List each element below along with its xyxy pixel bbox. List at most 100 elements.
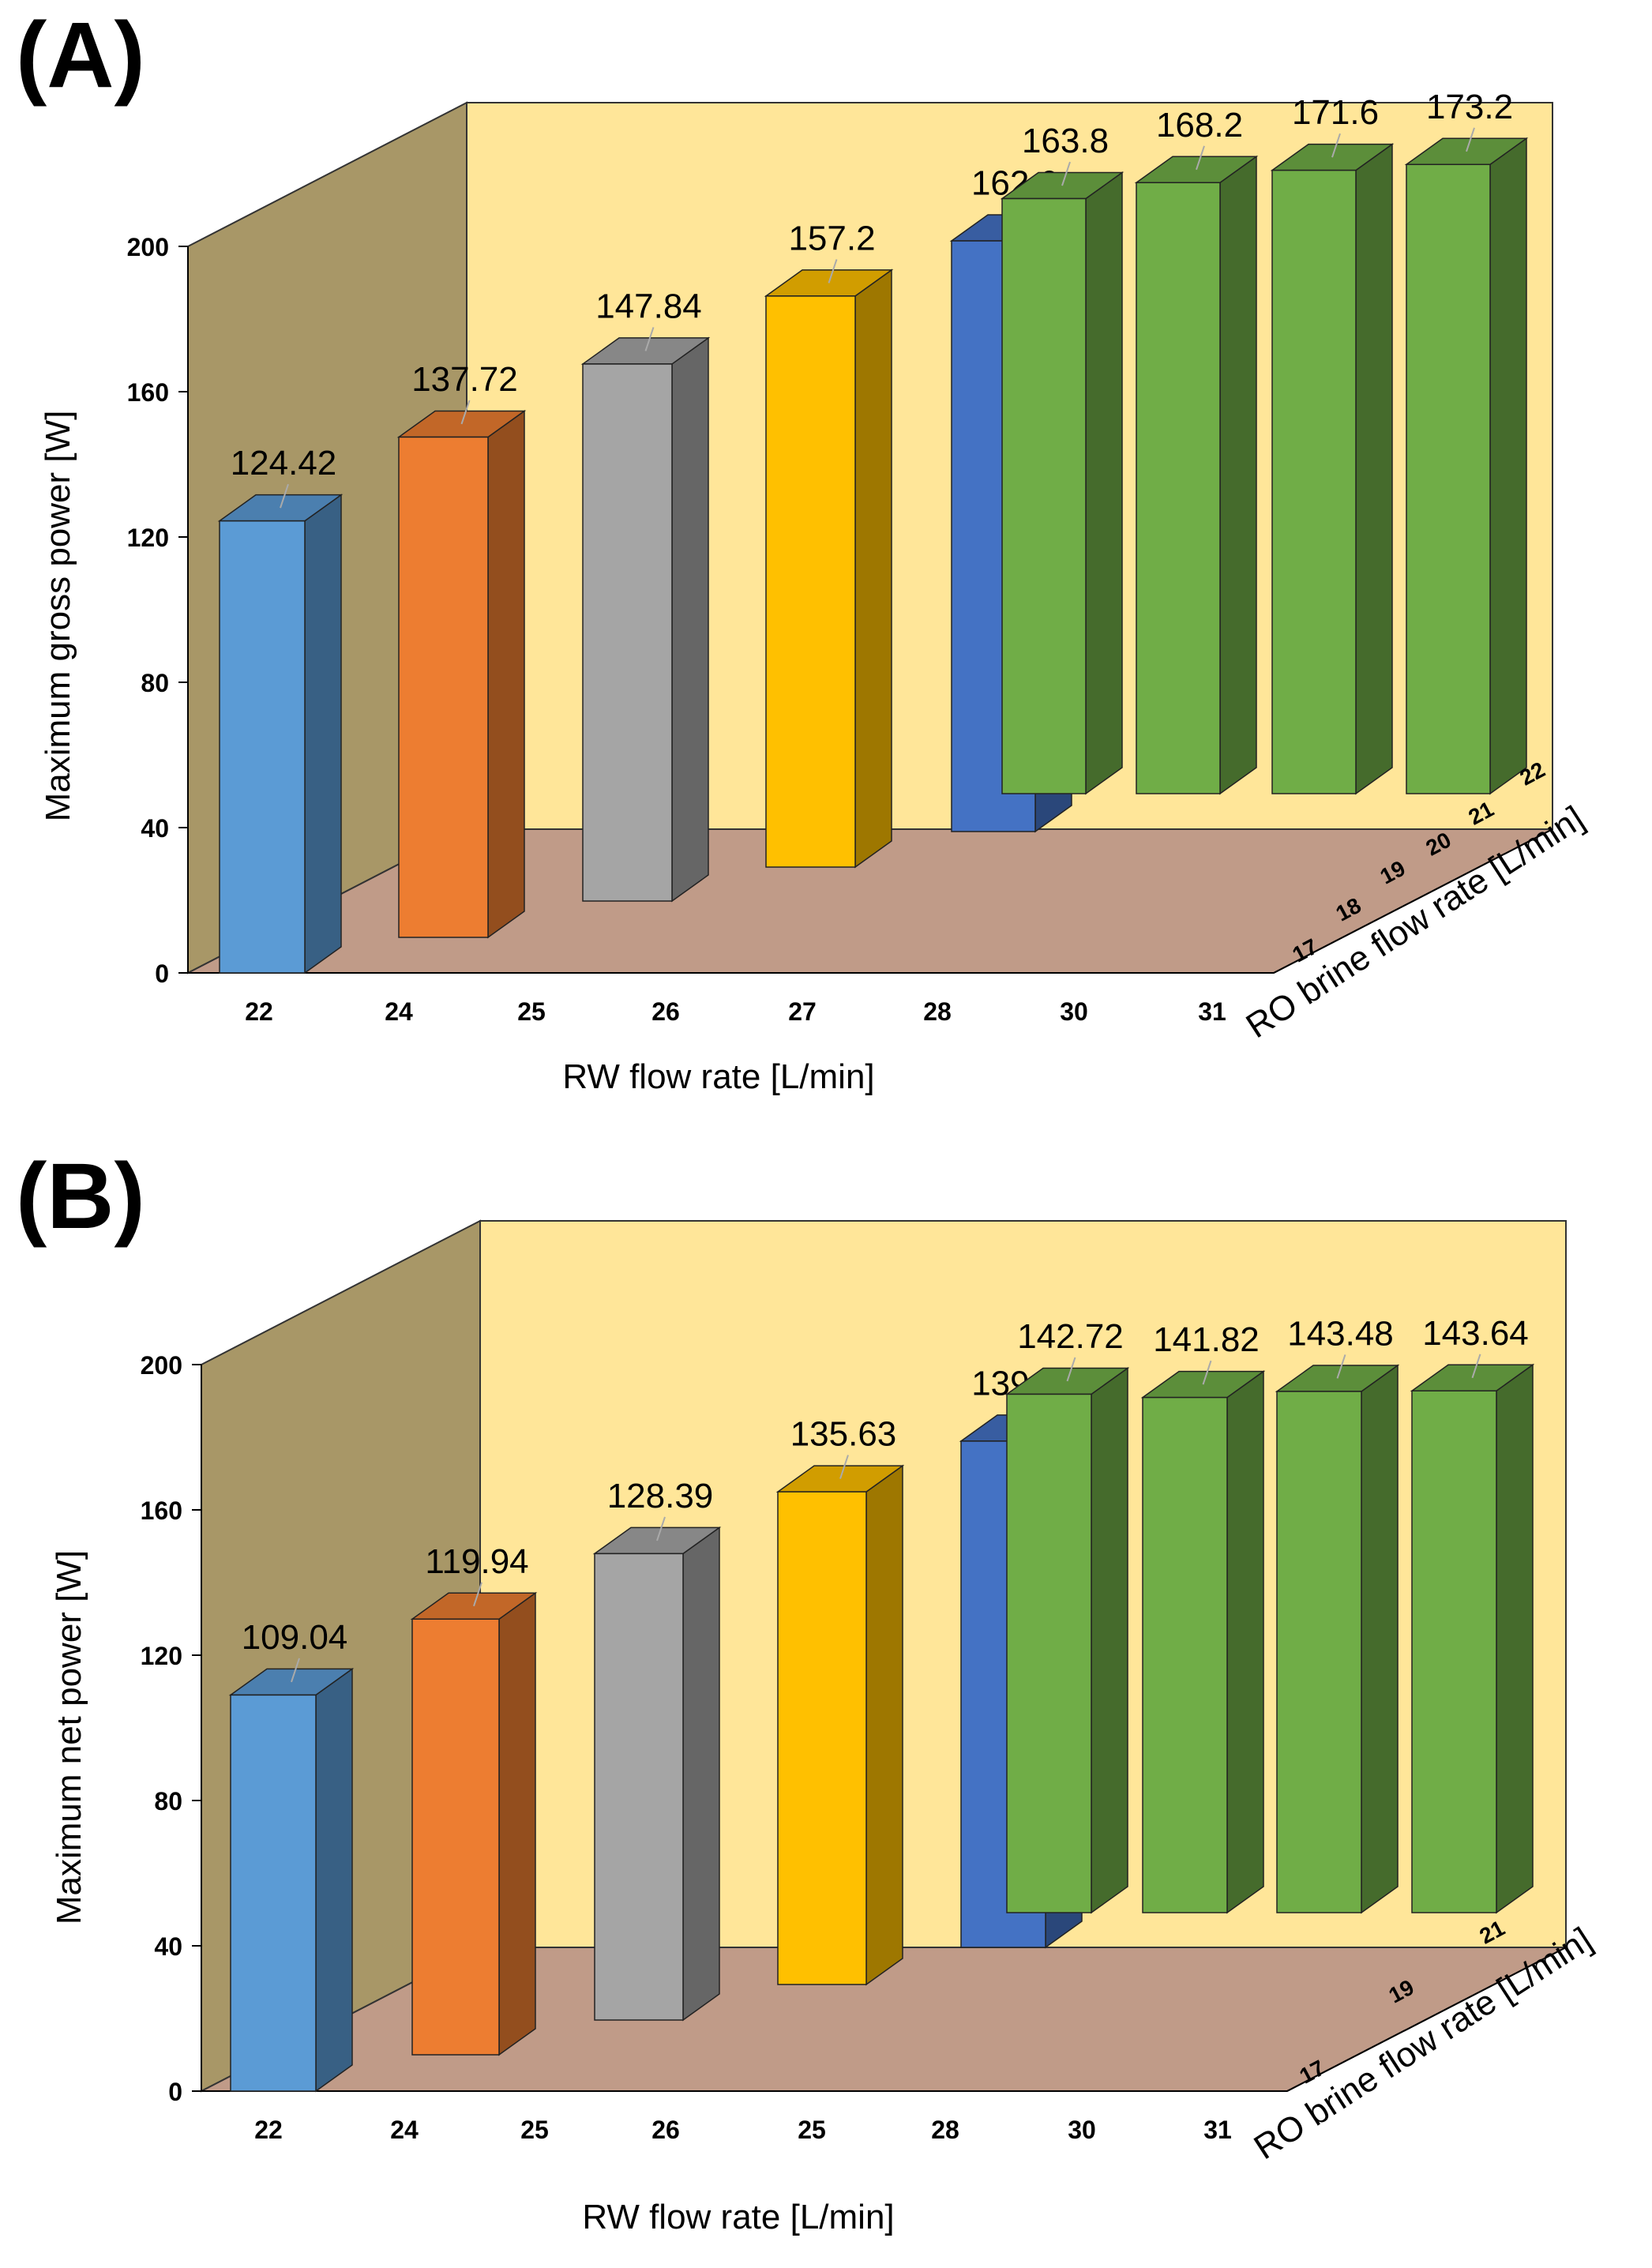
data-label: 142.72 <box>1017 1317 1124 1356</box>
data-label: 171.6 <box>1292 93 1379 132</box>
bar-side <box>1361 1364 1399 1914</box>
panel-a: 0 40 80 120 160 200 22 24 25 26 27 28 30 31 124.42 137.… <box>16 3 1591 1096</box>
panel-label: (B) <box>16 1144 145 1249</box>
bar: 173.2 <box>1404 88 1529 795</box>
bar-side <box>854 268 892 869</box>
data-label: 163.8 <box>1022 122 1109 160</box>
bar-front <box>582 363 673 902</box>
data-label: 168.2 <box>1156 106 1243 145</box>
bar-side <box>865 1464 903 1986</box>
y-tick-label: 80 <box>141 669 169 697</box>
x-tick-label: 26 <box>651 2116 680 2144</box>
bar: 109.04 <box>228 1618 355 2093</box>
bar-front <box>777 1491 867 1985</box>
bar: 147.84 <box>580 287 711 903</box>
bar: 141.82 <box>1140 1320 1266 1914</box>
y-tick-label: 120 <box>127 524 169 552</box>
y-tick-label: 40 <box>141 814 169 843</box>
data-label: 147.84 <box>595 287 702 325</box>
y-tick-label: 200 <box>127 233 169 261</box>
y-tick-label: 40 <box>154 1932 182 1961</box>
bar-front <box>219 520 306 974</box>
bar: 119.94 <box>410 1542 538 2056</box>
bar: 171.6 <box>1270 93 1395 795</box>
data-label: 173.2 <box>1426 88 1513 126</box>
bar: 124.42 <box>217 444 344 974</box>
bar-side <box>498 1591 536 2056</box>
bar-front <box>1001 197 1087 794</box>
bar-front <box>1006 1393 1092 1913</box>
data-label-leader <box>1336 1354 1346 1379</box>
data-label-leader <box>1196 145 1205 171</box>
y-tick-label: 0 <box>168 2078 182 2106</box>
x-tick-label: 26 <box>651 997 680 1026</box>
y-tick-label: 200 <box>141 1351 182 1380</box>
bar-side <box>1489 137 1527 795</box>
data-label-leader <box>1061 161 1071 186</box>
bar-front <box>230 1694 317 2092</box>
bar: 137.72 <box>396 360 527 939</box>
bar: 157.2 <box>764 219 894 869</box>
x-tick-label: 30 <box>1068 2116 1096 2144</box>
bar-side <box>1355 143 1393 795</box>
bar: 143.48 <box>1275 1314 1400 1914</box>
bar-front <box>398 436 489 938</box>
data-label: 141.82 <box>1153 1320 1260 1359</box>
bar: 135.63 <box>775 1415 905 1986</box>
bar-side <box>1496 1363 1534 1914</box>
bar-front <box>1276 1391 1362 1913</box>
x-tick-label: 22 <box>245 997 273 1026</box>
data-label-leader <box>460 400 471 425</box>
bar-side <box>1219 155 1257 795</box>
z-axis <box>1286 1947 1567 2092</box>
y-tick-label: 80 <box>154 1787 182 1816</box>
x-tick-label: 24 <box>390 2116 419 2144</box>
y-axis-label: Maximum net power [W] <box>50 1550 88 1924</box>
x-tick-label: 31 <box>1198 997 1226 1026</box>
x-tick-label: 30 <box>1060 997 1088 1026</box>
bar: 168.2 <box>1134 106 1259 795</box>
bar-front <box>1271 169 1357 794</box>
data-label: 124.42 <box>231 444 337 483</box>
x-axis-label: RW flow rate [L/min] <box>582 2198 894 2236</box>
y-tick-label: 160 <box>127 378 169 407</box>
x-tick-label: 22 <box>254 2116 283 2144</box>
bar-side <box>682 1526 720 2022</box>
z-axis <box>1273 828 1553 974</box>
x-tick-label: 25 <box>520 2116 549 2144</box>
bar-side <box>1085 171 1123 795</box>
y-axis-label: Maximum gross power [W] <box>39 411 77 822</box>
data-label: 119.94 <box>425 1542 528 1581</box>
panel-b: 0 40 80 120 160 200 22 24 25 26 25 28 30 31 109.04 119.… <box>16 1144 1599 2236</box>
bar-front <box>1411 1390 1497 1913</box>
data-label-leader <box>828 259 838 284</box>
data-label: 137.72 <box>411 360 518 399</box>
data-label-leader <box>1066 1357 1076 1382</box>
bar-front <box>765 295 856 868</box>
bar: 142.72 <box>1004 1317 1130 1914</box>
y-tick-label: 160 <box>141 1496 182 1525</box>
bar-front <box>1406 163 1491 794</box>
bar-front <box>1142 1396 1228 1913</box>
y-tick-label: 120 <box>141 1642 182 1670</box>
x-tick-label: 31 <box>1203 2116 1232 2144</box>
data-label-leader <box>473 1582 482 1607</box>
data-label: 128.39 <box>607 1477 714 1515</box>
x-axis-label: RW flow rate [L/min] <box>562 1057 874 1096</box>
bar-side <box>671 336 709 903</box>
bar-side <box>1091 1367 1128 1914</box>
x-tick-label: 24 <box>385 997 413 1026</box>
data-label-leader <box>1202 1360 1212 1385</box>
x-tick-label: 28 <box>923 997 952 1026</box>
data-label: 135.63 <box>790 1415 897 1454</box>
data-label-leader <box>291 1658 300 1683</box>
bar-side <box>304 494 342 974</box>
x-tick-label: 25 <box>517 997 546 1026</box>
panel-label: (A) <box>16 3 145 107</box>
bar: 163.8 <box>1000 122 1124 795</box>
bar-side <box>487 410 525 939</box>
data-label: 143.48 <box>1287 1314 1394 1353</box>
data-label: 157.2 <box>788 219 875 257</box>
data-label-leader <box>656 1516 666 1541</box>
